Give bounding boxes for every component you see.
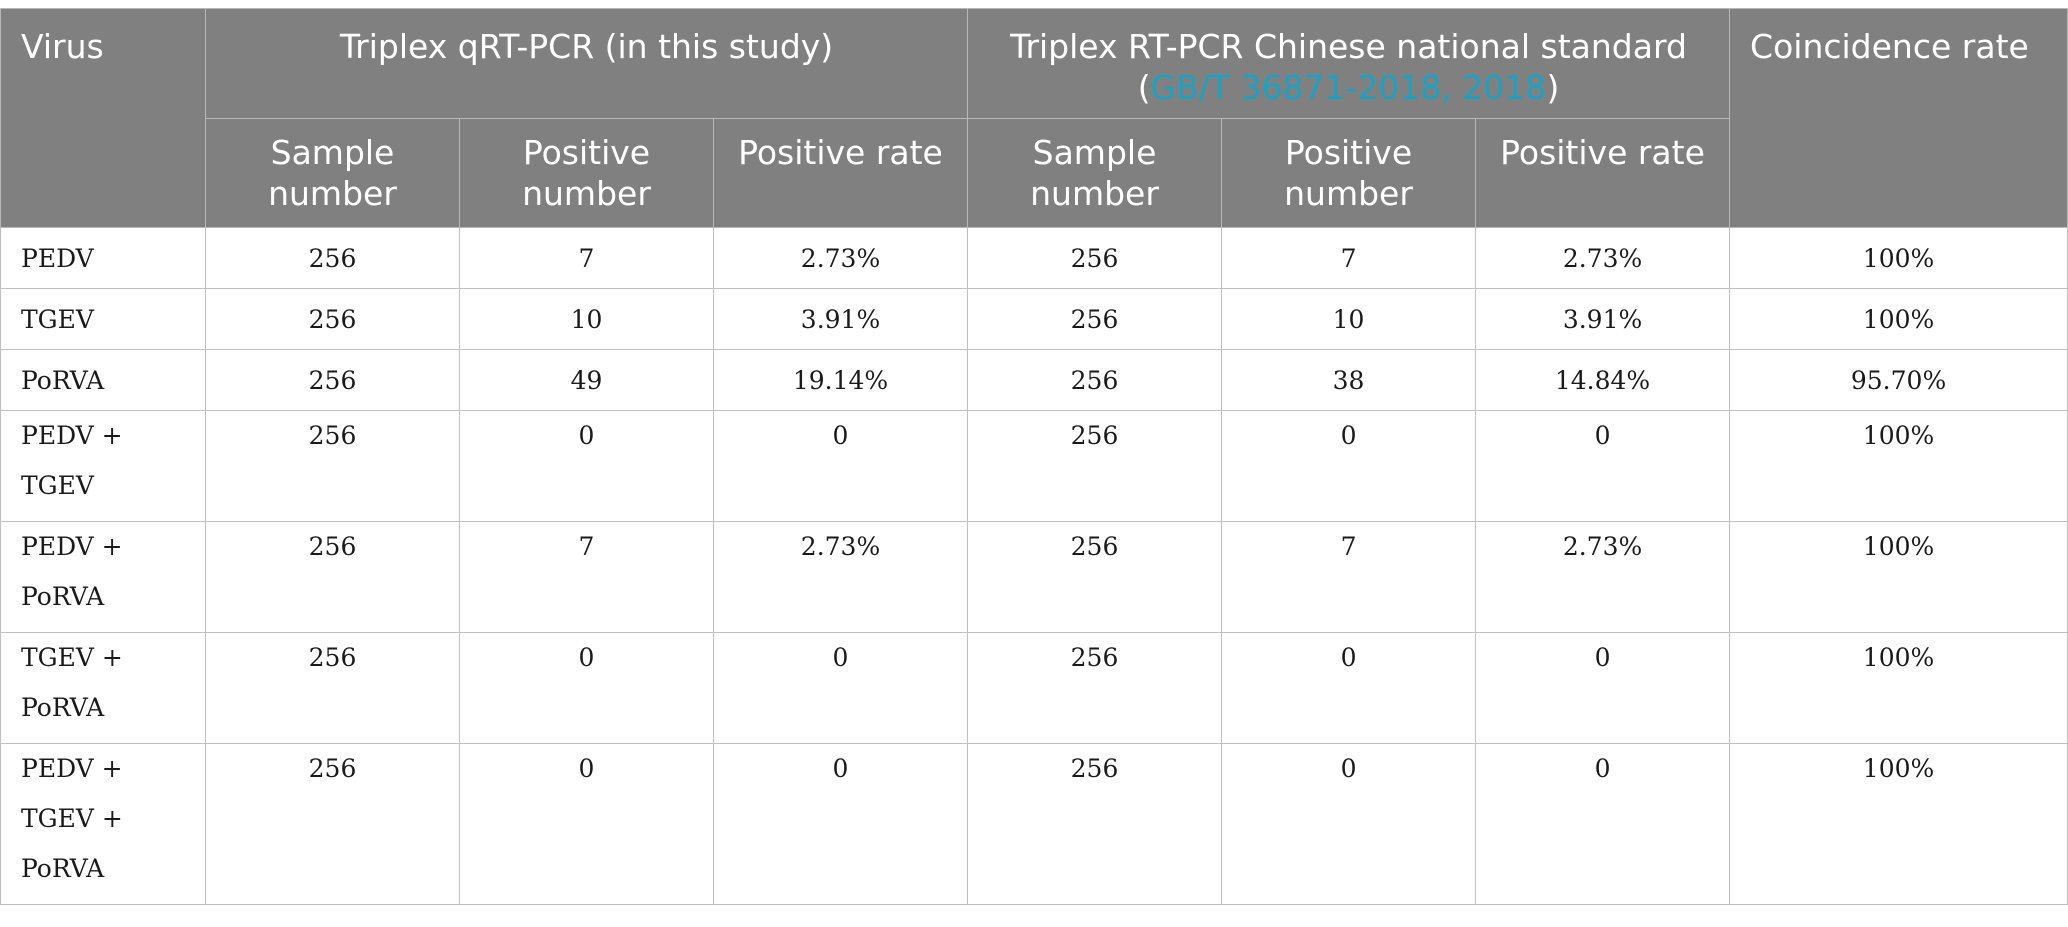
coincidence-rate-cell: 100% (1729, 288, 2068, 350)
positive-number-cell: 0 (1221, 632, 1477, 744)
sample-number-cell: 256 (967, 521, 1223, 633)
virus-cell: PEDV + TGEV + PoRVA (0, 743, 206, 905)
sample-number-cell: 256 (967, 288, 1223, 350)
positive-number-cell: 0 (459, 632, 714, 744)
sample-number-cell: 256 (967, 632, 1223, 744)
header-row-subcolumns: Sample number Positive number Positive r… (1, 118, 2068, 228)
positive-number-cell: 0 (459, 410, 714, 522)
paren-open: ( (1137, 68, 1151, 107)
positive-number-cell: 38 (1221, 349, 1477, 411)
header-group-national-standard: Triplex RT-PCR Chinese national standard… (967, 8, 1731, 119)
positive-number-cell: 0 (1221, 410, 1477, 522)
sample-number-cell: 256 (967, 227, 1223, 289)
positive-rate-cell: 0 (1475, 410, 1731, 522)
header-coincidence-rate: Coincidence rate (1729, 8, 2068, 228)
positive-number-cell: 7 (1221, 227, 1477, 289)
results-table: Virus Triplex qRT-PCR (in this study) Tr… (0, 8, 2068, 905)
positive-rate-cell: 3.91% (712, 288, 969, 350)
sample-number-cell: 256 (205, 349, 460, 411)
virus-cell: PEDV + PoRVA (0, 521, 206, 633)
virus-name-line: TGEV (21, 471, 94, 500)
virus-name-line: TGEV (21, 305, 94, 334)
virus-name-line: TGEV + (21, 643, 123, 672)
coincidence-rate-cell: 95.70% (1729, 349, 2068, 411)
header-group-this-study: Triplex qRT-PCR (in this study) (204, 8, 969, 119)
positive-rate-cell: 19.14% (712, 349, 969, 411)
table-header: Virus Triplex qRT-PCR (in this study) Tr… (0, 8, 2068, 228)
sample-number-cell: 256 (205, 288, 460, 350)
sample-number-cell: 256 (967, 410, 1223, 522)
citation-link[interactable]: GB/T 36871-2018, 2018 (1150, 68, 1547, 107)
sample-number-cell: 256 (205, 632, 460, 744)
positive-number-cell: 10 (459, 288, 714, 350)
header-positive-rate: Positive rate (712, 118, 969, 228)
positive-rate-cell: 0 (712, 410, 969, 522)
positive-rate-cell: 2.73% (1475, 227, 1731, 289)
sample-number-cell: 256 (205, 227, 460, 289)
positive-number-cell: 7 (1221, 521, 1477, 633)
table-row: PEDV 256 7 2.73% 256 7 2.73% 100% (0, 227, 2068, 289)
positive-rate-cell: 0 (712, 743, 969, 905)
virus-name-line: PEDV + (21, 532, 123, 561)
virus-cell: TGEV + PoRVA (0, 632, 206, 744)
positive-number-cell: 0 (1221, 743, 1477, 905)
paren-close: ) (1546, 68, 1560, 107)
coincidence-rate-cell: 100% (1729, 632, 2068, 744)
virus-name-line: PEDV + (21, 421, 123, 450)
table-body: PEDV 256 7 2.73% 256 7 2.73% 100% TGEV 256 10 3.91%… (0, 227, 2068, 905)
positive-number-cell: 0 (459, 743, 714, 905)
virus-name-line: PEDV (21, 244, 94, 273)
table-row: PEDV + TGEV + PoRVA 256 0 0 256 0 0 100% (0, 743, 2068, 905)
virus-name-line: TGEV + (21, 804, 123, 833)
virus-name-line: PoRVA (21, 693, 105, 722)
table-row: TGEV + PoRVA 256 0 0 256 0 0 100% (0, 632, 2068, 744)
header-sample-number: Sample number (205, 118, 460, 228)
virus-name-line: PoRVA (21, 366, 105, 395)
header-positive-number: Positive number (1221, 118, 1477, 228)
positive-number-cell: 10 (1221, 288, 1477, 350)
table-row: PoRVA 256 49 19.14% 256 38 14.84% 95.70% (0, 349, 2068, 411)
positive-number-cell: 7 (459, 521, 714, 633)
header-positive-number: Positive number (459, 118, 714, 228)
sample-number-cell: 256 (205, 410, 460, 522)
coincidence-rate-cell: 100% (1729, 227, 2068, 289)
header-sample-number: Sample number (967, 118, 1223, 228)
header-row-groups: Virus Triplex qRT-PCR (in this study) Tr… (0, 8, 2068, 228)
positive-number-cell: 49 (459, 349, 714, 411)
positive-rate-cell: 2.73% (1475, 521, 1731, 633)
sample-number-cell: 256 (967, 349, 1223, 411)
positive-number-cell: 7 (459, 227, 714, 289)
sample-number-cell: 256 (205, 521, 460, 633)
coincidence-rate-cell: 100% (1729, 743, 2068, 905)
positive-rate-cell: 0 (712, 632, 969, 744)
virus-cell: PoRVA (0, 349, 206, 411)
coincidence-rate-cell: 100% (1729, 521, 2068, 633)
virus-cell: TGEV (0, 288, 206, 350)
header-positive-rate: Positive rate (1475, 118, 1731, 228)
virus-name-line: PoRVA (21, 854, 105, 883)
positive-rate-cell: 2.73% (712, 227, 969, 289)
virus-name-line: PEDV + (21, 754, 123, 783)
positive-rate-cell: 3.91% (1475, 288, 1731, 350)
sample-number-cell: 256 (205, 743, 460, 905)
virus-name-line: PoRVA (21, 582, 105, 611)
positive-rate-cell: 0 (1475, 632, 1731, 744)
virus-cell: PEDV + TGEV (0, 410, 206, 522)
virus-cell: PEDV (0, 227, 206, 289)
coincidence-rate-cell: 100% (1729, 410, 2068, 522)
positive-rate-cell: 2.73% (712, 521, 969, 633)
table-row: TGEV 256 10 3.91% 256 10 3.91% 100% (0, 288, 2068, 350)
header-group-national-standard-label: Triplex RT-PCR Chinese national standard (1010, 27, 1687, 66)
positive-rate-cell: 0 (1475, 743, 1731, 905)
positive-rate-cell: 14.84% (1475, 349, 1731, 411)
header-virus: Virus (0, 8, 206, 228)
sample-number-cell: 256 (967, 743, 1223, 905)
table-row: PEDV + PoRVA 256 7 2.73% 256 7 2.73% 100% (0, 521, 2068, 633)
table-row: PEDV + TGEV 256 0 0 256 0 0 100% (0, 410, 2068, 522)
